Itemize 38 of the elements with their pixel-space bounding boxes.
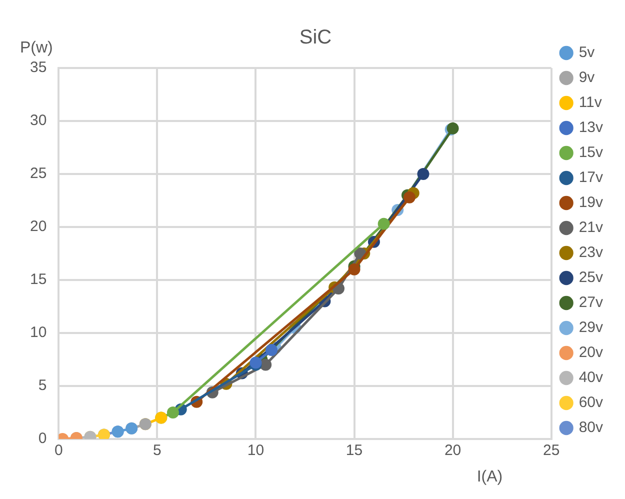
- y-tick-label: 20: [30, 218, 47, 236]
- y-axis-title: P(w): [20, 39, 53, 56]
- y-tick-label: 35: [30, 59, 47, 76]
- point: [166, 406, 179, 418]
- legend-label: 60v: [578, 394, 604, 412]
- point: [417, 168, 430, 180]
- point: [260, 358, 272, 371]
- legend-label: 5v: [578, 44, 596, 62]
- legend-label: 19v: [578, 194, 604, 212]
- x-tick-label: 10: [247, 442, 264, 460]
- y-tick-label: 30: [30, 112, 47, 130]
- y-tick-label: 25: [30, 165, 47, 182]
- x-axis-title: I(A): [476, 468, 503, 486]
- point: [378, 218, 390, 230]
- y-tick-label: 5: [38, 377, 47, 394]
- x-tick-label: 5: [153, 442, 162, 460]
- legend-label: 80v: [578, 419, 604, 436]
- legend-label: 40v: [578, 369, 604, 386]
- x-tick-label: 15: [346, 442, 363, 460]
- x-tick-label: 25: [542, 442, 560, 460]
- y-tick-label: 10: [30, 324, 47, 342]
- x-tick-label: 20: [444, 442, 462, 460]
- chart-title: SiC: [299, 26, 332, 49]
- y-tick-label: 15: [30, 271, 47, 288]
- legend-label: 17v: [578, 169, 604, 186]
- x-tick-label: 0: [54, 442, 63, 460]
- legend-label: 15v: [578, 144, 604, 162]
- legend-label: 11v: [578, 94, 602, 112]
- legend-label: 25v: [578, 269, 604, 286]
- legend-label: 20v: [578, 344, 604, 362]
- legend-label: 27v: [578, 294, 604, 312]
- point: [266, 344, 278, 356]
- legend-label: 21v: [578, 219, 604, 236]
- legend-label: 9v: [578, 69, 596, 86]
- legend-label: 13v: [578, 119, 604, 136]
- legend-label: 23v: [578, 244, 604, 262]
- legend-label: 29v: [578, 319, 604, 336]
- y-tick-label: 0: [38, 430, 47, 448]
